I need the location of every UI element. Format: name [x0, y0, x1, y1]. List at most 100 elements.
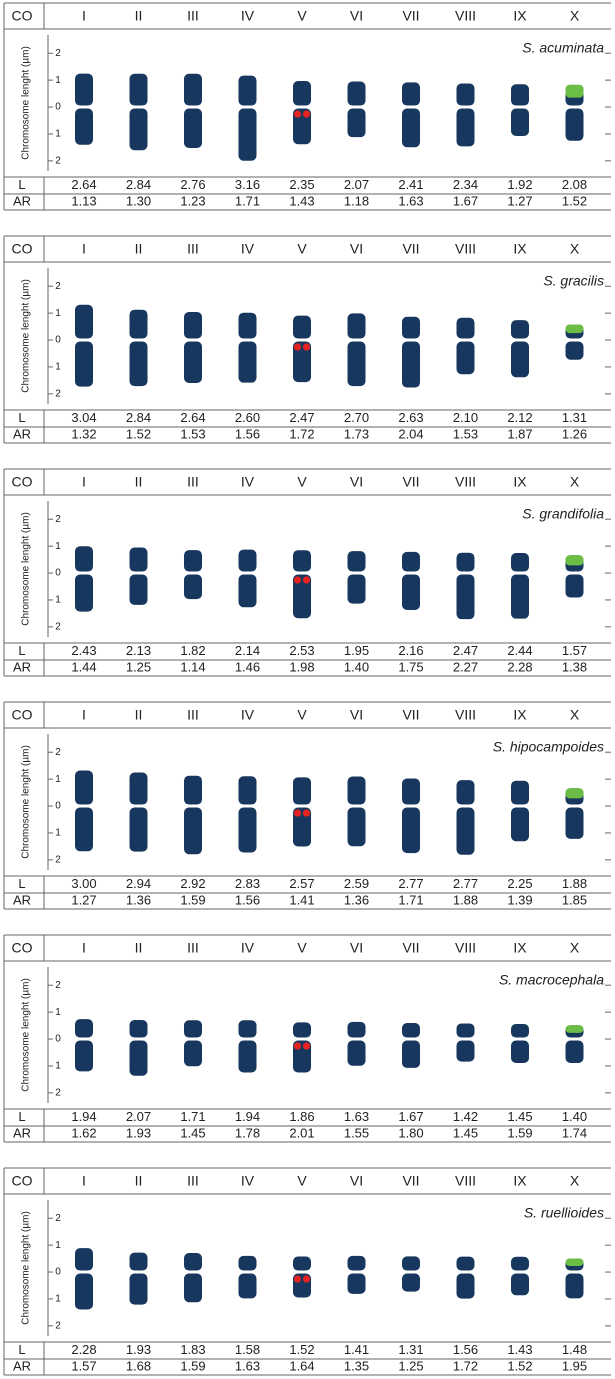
header-label: CO [12, 8, 33, 24]
short-arm [239, 1020, 257, 1037]
column-label: III [187, 707, 199, 723]
row-label: L [18, 643, 25, 658]
short-arm [184, 1020, 202, 1037]
column-label: III [187, 241, 199, 257]
column-label: III [187, 1173, 199, 1189]
header-label: CO [12, 241, 33, 257]
column-label: V [297, 707, 307, 723]
long-arm [511, 1274, 529, 1296]
y-tick-label: 0 [55, 1034, 61, 1045]
long-arm [566, 1274, 584, 1299]
cell-value: 2.08 [562, 177, 587, 192]
column-label: IV [241, 940, 255, 956]
short-arm [75, 305, 93, 339]
column-label: I [82, 940, 86, 956]
column-label: VIII [455, 474, 476, 490]
cell-value: 2.53 [289, 643, 314, 658]
long-arm [239, 1041, 257, 1073]
header-label: CO [12, 474, 33, 490]
column-label: VI [350, 241, 363, 257]
short-arm [293, 777, 311, 804]
cell-value: 1.78 [235, 1125, 260, 1140]
long-arm [239, 1274, 257, 1299]
long-arm [402, 1274, 420, 1292]
column-label: IV [241, 474, 255, 490]
long-arm [566, 575, 584, 598]
long-arm [130, 575, 148, 605]
cell-value: 1.52 [507, 1358, 532, 1373]
column-label: VII [402, 241, 419, 257]
short-arm [348, 81, 366, 105]
short-arm [239, 776, 257, 804]
cell-value: 2.34 [453, 177, 478, 192]
header-label: CO [12, 940, 33, 956]
long-arm [348, 109, 366, 138]
signal-band [566, 324, 584, 333]
short-arm [457, 1023, 475, 1037]
short-arm [457, 83, 475, 105]
cell-value: 2.44 [507, 643, 532, 658]
panel-title: S. macrocephala [499, 972, 604, 988]
column-label: IV [241, 707, 255, 723]
y-tick-label: 2 [55, 281, 61, 292]
y-axis-title: Chromosome lenght (µm) [21, 978, 32, 1092]
panel-title: S. ruellioides [524, 1205, 604, 1221]
row-label: L [18, 410, 25, 425]
cell-value: 1.71 [398, 892, 423, 907]
cell-value: 1.45 [180, 1125, 205, 1140]
long-arm [348, 575, 366, 604]
cell-value: 1.27 [71, 892, 96, 907]
long-arm [130, 1041, 148, 1076]
column-label: II [135, 707, 143, 723]
short-arm [293, 550, 311, 571]
signal-dot [303, 1275, 310, 1282]
cell-value: 1.88 [562, 876, 587, 891]
short-arm [293, 316, 311, 339]
y-tick-label: 1 [55, 595, 61, 606]
panel-title: S. grandifolia [522, 506, 604, 522]
cell-value: 1.32 [71, 426, 96, 441]
signal-band [566, 788, 584, 798]
cell-value: 2.76 [180, 177, 205, 192]
column-label: VI [350, 8, 363, 24]
column-label: V [297, 8, 307, 24]
short-arm [75, 74, 93, 106]
long-arm [402, 342, 420, 388]
cell-value: 1.95 [344, 643, 369, 658]
cell-value: 1.94 [235, 1109, 260, 1124]
cell-value: 1.36 [126, 892, 151, 907]
cell-value: 1.75 [398, 659, 423, 674]
column-label: II [135, 8, 143, 24]
cell-value: 1.40 [344, 659, 369, 674]
column-label: VI [350, 940, 363, 956]
long-arm [184, 1041, 202, 1067]
cell-value: 2.27 [453, 659, 478, 674]
long-arm [348, 1274, 366, 1294]
long-arm [75, 1041, 93, 1072]
y-tick-label: 1 [55, 828, 61, 839]
row-label: AR [13, 426, 31, 441]
cell-value: 1.18 [344, 193, 369, 208]
long-arm [566, 808, 584, 839]
long-arm [75, 575, 93, 612]
long-arm [239, 109, 257, 161]
y-axis-title: Chromosome lenght (µm) [21, 1211, 32, 1325]
column-label: I [82, 8, 86, 24]
cell-value: 2.07 [126, 1109, 151, 1124]
long-arm [402, 109, 420, 148]
cell-value: 1.31 [562, 410, 587, 425]
cell-value: 2.01 [289, 1125, 314, 1140]
row-label: L [18, 1109, 25, 1124]
column-label: VI [350, 707, 363, 723]
short-arm [239, 76, 257, 106]
short-arm [457, 318, 475, 339]
y-tick-label: 1 [55, 75, 61, 86]
cell-value: 1.43 [289, 193, 314, 208]
cell-value: 1.80 [398, 1125, 423, 1140]
cell-value: 1.86 [289, 1109, 314, 1124]
short-arm [130, 310, 148, 339]
cell-value: 1.55 [344, 1125, 369, 1140]
short-arm [348, 1256, 366, 1271]
y-tick-label: 1 [55, 129, 61, 140]
